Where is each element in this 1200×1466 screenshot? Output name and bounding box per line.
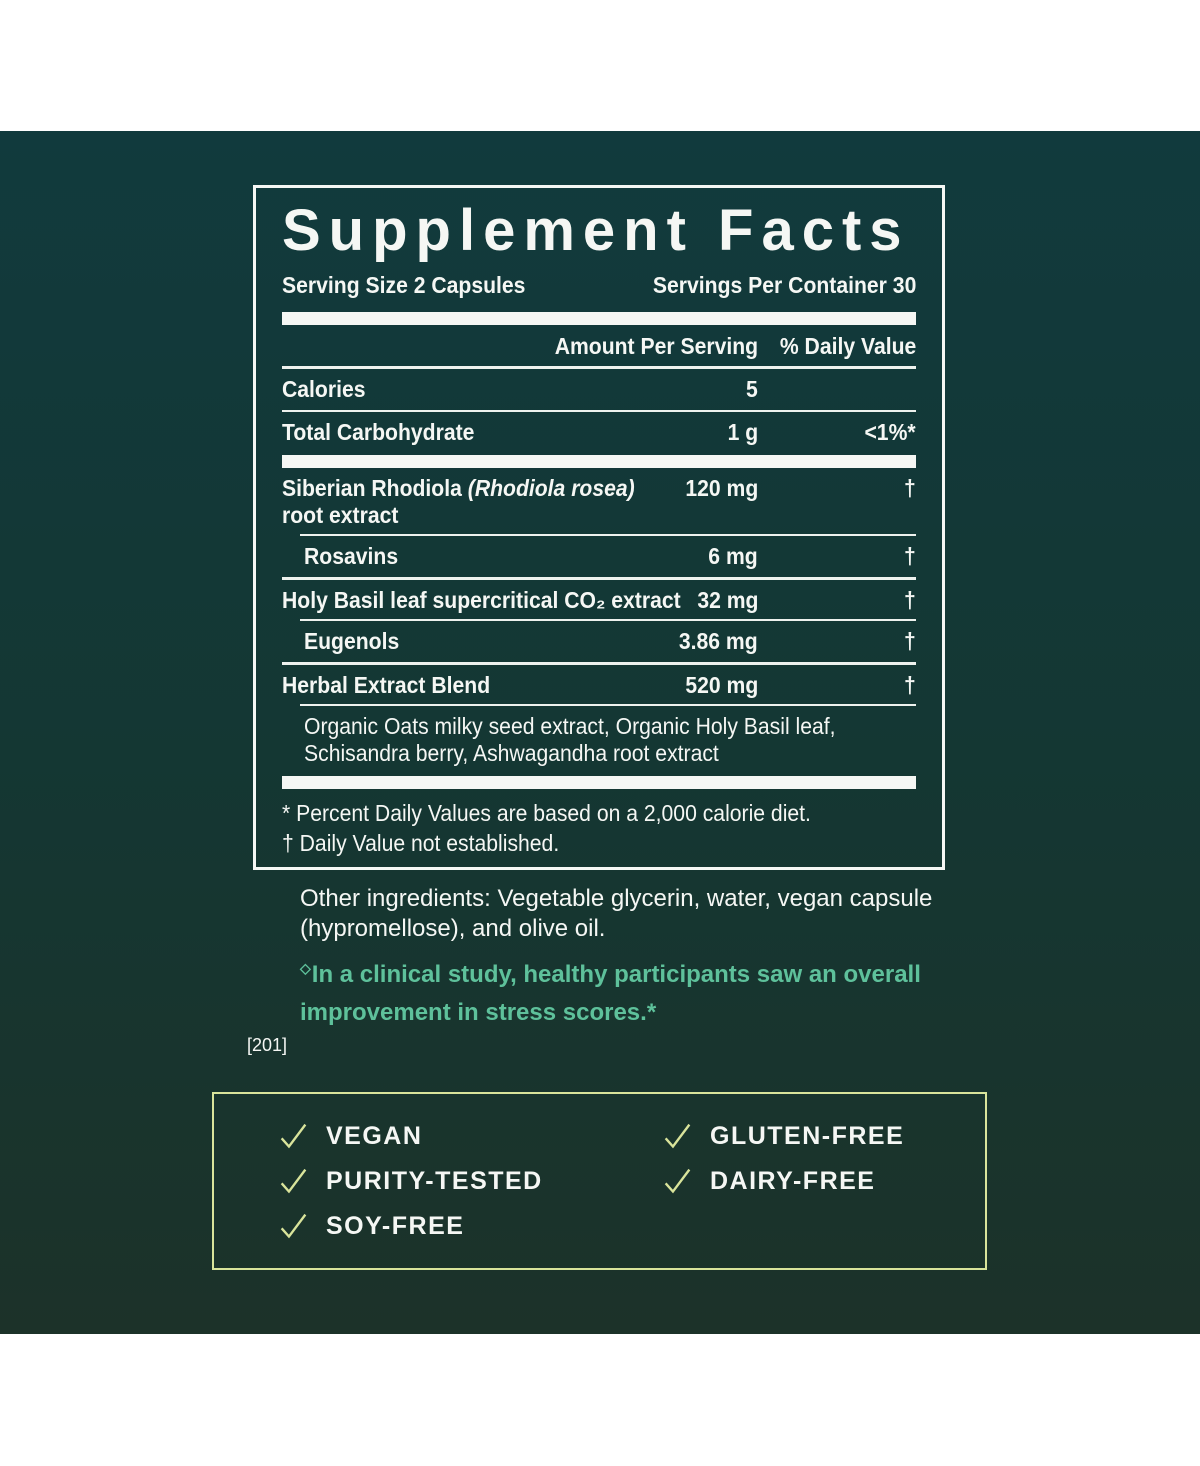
badge-label: GLUTEN-FREE bbox=[710, 1121, 905, 1150]
dark-green-panel: Supplement Facts Serving Size 2 Capsules… bbox=[0, 131, 1200, 1334]
daily-value: † bbox=[904, 672, 916, 698]
footnote-daily-value-not-established: † Daily Value not established. bbox=[282, 830, 560, 856]
thick-bar bbox=[282, 455, 916, 468]
thick-bar-top bbox=[282, 312, 916, 325]
badge-item: SOY-FREE bbox=[278, 1210, 543, 1242]
checkmark-icon bbox=[664, 1168, 691, 1193]
badges-column-right: GLUTEN-FREE DAIRY-FREE bbox=[662, 1120, 904, 1197]
daily-value: † bbox=[904, 628, 916, 654]
ingredient-name: Total Carbohydrate bbox=[282, 419, 475, 445]
clinical-note-line1: ◇In a clinical study, healthy participan… bbox=[300, 960, 921, 988]
checkmark-icon bbox=[280, 1168, 307, 1193]
row-separator bbox=[300, 534, 916, 536]
clinical-study-note: ◇In a clinical study, healthy participan… bbox=[300, 957, 940, 1031]
badge-label: PURITY-TESTED bbox=[326, 1166, 543, 1195]
badge-label: VEGAN bbox=[326, 1121, 423, 1150]
diamond-marker-icon: ◇ bbox=[300, 960, 311, 976]
row-separator bbox=[300, 704, 916, 706]
amount-per-serving-value: 6 mg bbox=[708, 543, 758, 569]
table-header-row: Amount Per Serving % Daily Value bbox=[282, 333, 916, 361]
row-separator bbox=[300, 619, 916, 621]
badges-column-left: VEGAN PURITY-TESTED SOY-FREE bbox=[278, 1120, 543, 1242]
badge-item: PURITY-TESTED bbox=[278, 1165, 543, 1197]
amount-per-serving-value: 5 bbox=[746, 376, 758, 402]
badges-box: VEGAN PURITY-TESTED SOY-FREE GLUTEN-FREE DA… bbox=[212, 1092, 987, 1270]
blend-description-line: Organic Oats milky seed extract, Organic… bbox=[304, 713, 836, 739]
blend-description-line: Schisandra berry, Ashwagandha root extra… bbox=[304, 740, 719, 766]
ingredient-name: Herbal Extract Blend bbox=[282, 672, 491, 698]
row-separator bbox=[282, 662, 916, 665]
table-row: Eugenols 3.86 mg † bbox=[282, 628, 916, 655]
daily-value: † bbox=[904, 475, 916, 501]
badge-item: GLUTEN-FREE bbox=[662, 1120, 904, 1152]
amount-per-serving-value: 3.86 mg bbox=[679, 628, 758, 654]
serving-info-row: Serving Size 2 Capsules Servings Per Con… bbox=[282, 270, 916, 300]
amount-per-serving-value: 120 mg bbox=[685, 475, 758, 501]
row-separator bbox=[282, 577, 916, 580]
other-ingredients-line2: (hypromellose), and olive oil. bbox=[300, 915, 606, 942]
table-row: Herbal Extract Blend 520 mg † bbox=[282, 672, 916, 699]
servings-per-container: Servings Per Container 30 bbox=[652, 272, 916, 298]
checkmark-icon bbox=[280, 1213, 307, 1238]
ingredient-name: Holy Basil leaf supercritical CO₂ extrac… bbox=[282, 587, 681, 613]
blend-description: Organic Oats milky seed extract, Organic… bbox=[282, 713, 916, 767]
badge-item: VEGAN bbox=[278, 1120, 543, 1152]
amount-per-serving-value: 1 g bbox=[727, 419, 758, 445]
daily-value: † bbox=[904, 587, 916, 613]
footnotes: * Percent Daily Values are based on a 2,… bbox=[282, 798, 916, 858]
header-rule bbox=[282, 366, 916, 369]
amount-per-serving-value: 520 mg bbox=[685, 672, 758, 698]
daily-value: <1%* bbox=[864, 419, 916, 445]
reference-code: [201] bbox=[247, 1035, 288, 1055]
badge-item: DAIRY-FREE bbox=[662, 1165, 904, 1197]
checkmark-icon bbox=[280, 1123, 307, 1148]
daily-value: † bbox=[904, 543, 916, 569]
ingredient-name: Calories bbox=[282, 376, 366, 402]
column-daily-value: % Daily Value bbox=[779, 333, 916, 359]
ingredient-name: Siberian Rhodiola (Rhodiola rosea) root e… bbox=[282, 475, 635, 528]
table-row: Rosavins 6 mg † bbox=[282, 543, 916, 570]
badge-label: SOY-FREE bbox=[326, 1211, 465, 1240]
facts-rows: Calories 5 Total Carbohydrate 1 g <1%* Siberi… bbox=[282, 376, 916, 789]
table-row: Calories 5 bbox=[282, 376, 916, 403]
row-separator bbox=[282, 410, 916, 412]
footnote-percent-daily-value: * Percent Daily Values are based on a 2,… bbox=[282, 800, 811, 826]
thick-bar bbox=[282, 776, 916, 789]
clinical-note-line2: improvement in stress scores.* bbox=[300, 999, 657, 1026]
supplement-facts-title: Supplement Facts bbox=[282, 198, 910, 263]
supplement-facts-box: Supplement Facts Serving Size 2 Capsules… bbox=[253, 185, 945, 870]
other-ingredients-line1: Other ingredients: Vegetable glycerin, w… bbox=[300, 885, 933, 912]
table-row: Siberian Rhodiola (Rhodiola rosea) root e… bbox=[282, 475, 916, 529]
table-row: Total Carbohydrate 1 g <1%* bbox=[282, 419, 916, 446]
ingredient-name: Eugenols bbox=[304, 628, 400, 654]
badge-label: DAIRY-FREE bbox=[710, 1166, 876, 1195]
amount-per-serving-value: 32 mg bbox=[696, 587, 758, 613]
table-row: Holy Basil leaf supercritical CO₂ extrac… bbox=[282, 587, 916, 614]
checkmark-icon bbox=[664, 1123, 691, 1148]
ingredient-name: Rosavins bbox=[304, 543, 399, 569]
column-amount-per-serving: Amount Per Serving bbox=[554, 333, 758, 359]
serving-size: Serving Size 2 Capsules bbox=[282, 272, 526, 298]
other-ingredients: Other ingredients: Vegetable glycerin, w… bbox=[300, 884, 940, 944]
